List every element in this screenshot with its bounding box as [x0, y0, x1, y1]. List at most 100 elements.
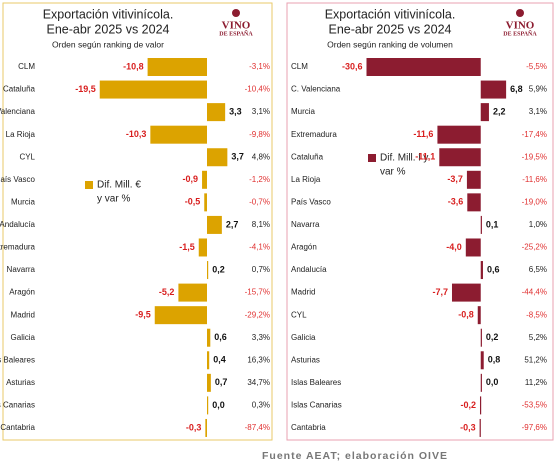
category-label: La Rioja	[6, 130, 36, 139]
pct-label: 0,7%	[252, 265, 270, 274]
value-label: 0,4	[213, 355, 226, 365]
value-label: 0,1	[486, 219, 499, 229]
chart-title: Exportación vitivinícola.	[325, 7, 456, 21]
category-label: Extremadura	[0, 243, 36, 252]
chart-title: Exportación vitivinícola.	[43, 7, 174, 21]
category-label: Navarra	[7, 265, 36, 274]
category-label: País Vasco	[291, 197, 331, 206]
bar	[439, 148, 481, 167]
value-label: -0,3	[186, 422, 202, 432]
value-label: -11,1	[415, 152, 435, 162]
category-label: Madrid	[11, 310, 35, 319]
value-label: 3,7	[231, 152, 244, 162]
category-label: Islas Baleares	[0, 355, 35, 364]
bar	[467, 193, 481, 212]
value-label: -3,6	[448, 197, 464, 207]
bar	[480, 328, 482, 347]
value-label: 0,7	[215, 377, 228, 387]
value-label: -9,5	[135, 310, 151, 320]
bar	[480, 80, 507, 99]
value-label: -10,3	[126, 129, 147, 139]
chart-title: Ene-abr 2025 vs 2024	[328, 22, 451, 36]
pct-label: -1,2%	[249, 175, 270, 184]
value-label: 6,8	[510, 84, 523, 94]
bar	[479, 418, 481, 437]
bar	[207, 261, 209, 280]
pct-label: 8,1%	[252, 220, 270, 229]
bar	[207, 373, 211, 392]
value-label: -0,2	[460, 400, 476, 410]
pct-label: -11,6%	[522, 175, 547, 184]
pct-label: 5,9%	[529, 85, 547, 94]
legend-label: Dif. Mill. l y	[380, 153, 428, 164]
chart-subtitle: Orden según ranking de valor	[52, 39, 164, 49]
logo-text: DE ESPAÑA	[219, 29, 253, 37]
category-label: CLM	[291, 62, 308, 71]
pct-label: -17,4%	[522, 130, 547, 139]
value-label: -1,5	[179, 242, 195, 252]
bar	[198, 238, 207, 257]
category-label: Murcia	[11, 197, 36, 206]
category-label: Galicia	[11, 333, 36, 342]
category-label: Galicia	[291, 333, 316, 342]
bar	[451, 283, 481, 302]
chart-subtitle: Orden según ranking de volumen	[327, 39, 453, 49]
value-label: 0,6	[214, 332, 227, 342]
pct-label: 5,2%	[529, 333, 547, 342]
pct-label: -8,5%	[526, 310, 547, 319]
pct-label: 11,2%	[525, 378, 547, 387]
category-label: C. Valenciana	[0, 107, 36, 116]
bar	[147, 58, 207, 76]
bar	[202, 170, 207, 189]
category-label: La Rioja	[291, 175, 321, 184]
bar	[207, 103, 226, 122]
bar	[480, 351, 484, 370]
value-label: 0,2	[212, 264, 225, 274]
bar	[204, 193, 207, 212]
pct-label: 16,3%	[247, 355, 270, 364]
value-label: -30,6	[342, 61, 363, 71]
category-label: C. Valenciana	[291, 85, 341, 94]
category-label: Cataluña	[291, 152, 324, 161]
bar	[480, 373, 482, 392]
logo-icon	[232, 9, 240, 17]
pct-label: -29,2%	[245, 310, 270, 319]
bar	[465, 238, 481, 257]
bar	[150, 125, 207, 144]
bar	[466, 170, 481, 189]
pct-label: -44,4%	[522, 288, 547, 297]
bar	[207, 396, 209, 415]
category-label: Islas Canarias	[291, 401, 342, 410]
pct-label: 6,5%	[529, 265, 547, 274]
value-label: -3,7	[447, 174, 463, 184]
value-label: 0,0	[486, 377, 499, 387]
chart-title: Ene-abr 2025 vs 2024	[46, 22, 169, 36]
panel-frame	[286, 2, 554, 441]
pct-label: -15,7%	[245, 288, 270, 297]
pct-label: -19,0%	[522, 197, 547, 206]
logo-text: VINO	[506, 20, 535, 32]
value-label: 0,2	[486, 332, 499, 342]
pct-label: -9,8%	[249, 130, 270, 139]
bar	[366, 58, 481, 76]
category-label: CYL	[19, 152, 35, 161]
legend-label: Dif. Mill. €	[97, 180, 141, 191]
pct-label: -4,1%	[249, 243, 270, 252]
legend-swatch	[85, 181, 93, 189]
category-label: Cataluña	[3, 85, 36, 94]
category-label: Madrid	[291, 288, 315, 297]
value-label: 0,6	[487, 264, 500, 274]
legend-label: var %	[380, 167, 406, 178]
pct-label: 51,2%	[524, 355, 547, 364]
value-label: 3,3	[229, 106, 242, 116]
pct-label: -0,7%	[249, 197, 270, 206]
bar	[207, 351, 210, 370]
category-label: Asturias	[6, 378, 35, 387]
bar	[205, 418, 207, 437]
category-label: Extremadura	[291, 130, 337, 139]
pct-label: -19,5%	[522, 152, 547, 161]
pct-label: 1,0%	[529, 220, 547, 229]
value-label: -4,0	[446, 242, 462, 252]
category-label: Aragón	[291, 243, 317, 252]
